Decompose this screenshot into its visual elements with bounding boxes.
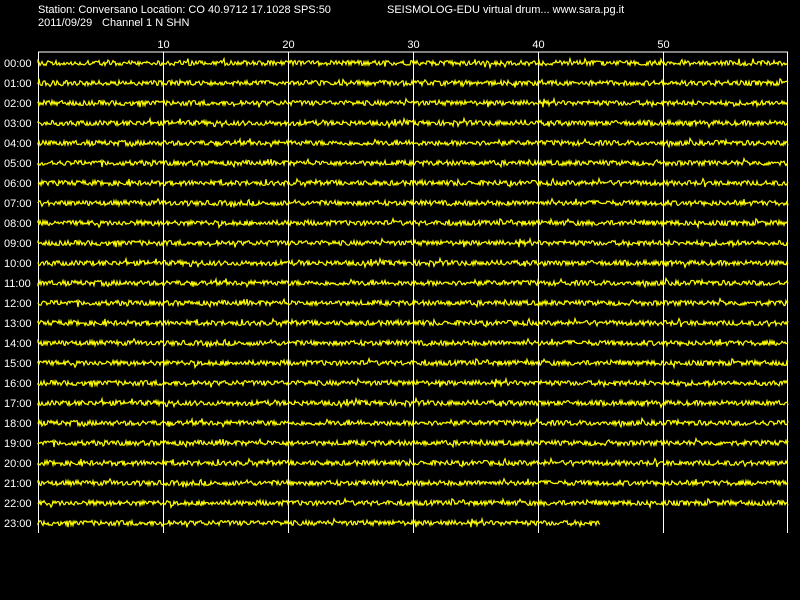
hour-label: 15:00 [4,358,32,370]
x-tick-label: 20 [282,39,294,51]
hour-label: 19:00 [4,438,32,450]
seismic-trace [37,416,789,429]
hour-label: 13:00 [4,318,32,330]
seismic-trace [37,456,789,469]
hour-label: 09:00 [4,238,32,250]
seismic-trace [37,436,789,449]
channel-info: Channel 1 N SHN [102,17,190,29]
hour-label: 06:00 [4,178,32,190]
grid-layer [38,51,788,533]
hour-label: 02:00 [4,98,32,110]
station-info: Station: Conversano Location: CO 40.9712… [38,4,331,16]
hour-label: 14:00 [4,338,32,350]
seismic-trace [37,136,789,149]
seismic-trace [37,116,789,130]
seismic-trace [37,296,789,309]
x-tick-label: 50 [657,39,669,51]
trace-layer [37,56,789,529]
hour-label: 21:00 [4,478,32,490]
record-date: 2011/09/29 [38,17,93,29]
label-layer: 10 20 30 40 50 00:00 01:00 02:00 03:00 04:00 05:00… [4,39,670,530]
seismic-trace [37,77,789,88]
seismic-trace [37,96,789,109]
seismic-trace [37,396,789,410]
x-tick-label: 40 [532,39,544,51]
hour-label: 12:00 [4,298,32,310]
x-tick-label: 30 [407,39,419,51]
seismic-trace [37,516,601,529]
hour-label: 04:00 [4,138,32,150]
seismic-trace [37,337,789,349]
hour-label: 18:00 [4,418,32,430]
hour-label: 10:00 [4,258,32,270]
seismic-trace [37,316,789,329]
hour-label: 03:00 [4,118,32,130]
seismic-trace [37,477,789,489]
hour-label: 00:00 [4,58,32,70]
seismic-trace [37,176,789,189]
seismic-trace [37,216,789,230]
x-tick-label: 10 [157,39,169,51]
hour-label: 23:00 [4,518,32,530]
seismic-trace [37,197,789,209]
hour-label: 11:00 [4,278,31,290]
seismic-trace [37,496,789,510]
hour-label: 07:00 [4,198,32,210]
hour-label: 20:00 [4,458,32,470]
seismic-trace [37,356,789,370]
hour-label: 22:00 [4,498,32,510]
hour-label: 08:00 [4,218,32,230]
seismic-trace [37,376,789,389]
seismic-trace [37,236,789,249]
hour-label: 17:00 [4,398,32,410]
seismic-trace [37,276,789,289]
app-credit: SEISMOLOG-EDU virtual drum... www.sara.p… [387,4,625,16]
seismic-trace [37,256,789,270]
hour-label: 16:00 [4,378,32,390]
seismic-trace [37,156,789,169]
hour-label: 01:00 [4,78,32,90]
seismic-trace [37,56,789,70]
hour-label: 05:00 [4,158,32,170]
